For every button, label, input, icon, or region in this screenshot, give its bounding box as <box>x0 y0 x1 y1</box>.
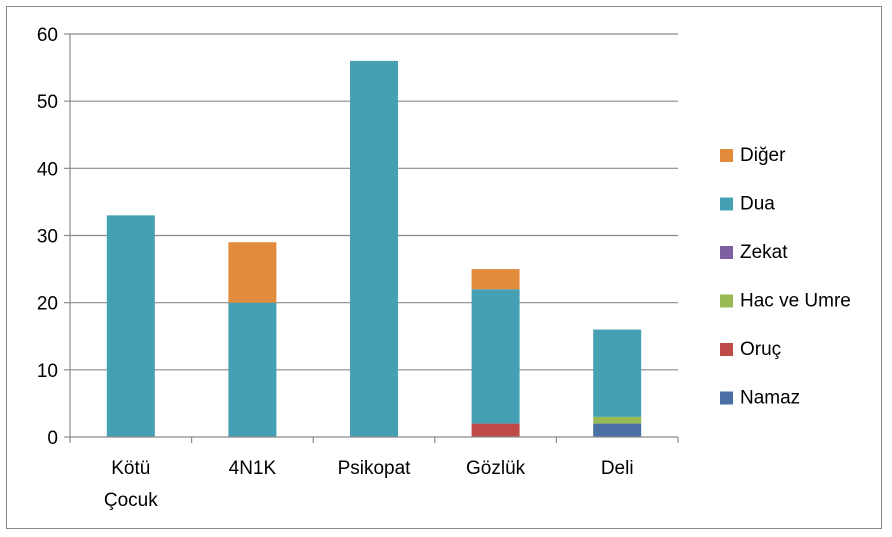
bar-segment-dua <box>228 302 277 437</box>
legend-label: Namaz <box>740 388 800 409</box>
bar-segment-dua <box>350 60 398 437</box>
y-tick-label: 0 <box>47 428 58 449</box>
bar-segment-dua <box>593 329 642 417</box>
legend-swatch <box>720 246 733 259</box>
y-tick-label: 20 <box>37 294 58 315</box>
legend-swatch <box>720 294 733 308</box>
y-tick-label: 10 <box>37 361 58 382</box>
x-category-label: Kötü Çocuk <box>104 458 158 511</box>
legend-label: Oruç <box>740 339 781 360</box>
bar-segment-diğer <box>471 269 520 290</box>
bar-segment-oruç <box>471 423 520 437</box>
legend-label: Hac ve Umre <box>740 291 851 312</box>
axes <box>64 33 679 443</box>
x-category-label: Deli <box>601 458 634 479</box>
bar-segment-diğer <box>228 242 277 303</box>
y-tick-label: 30 <box>37 227 58 248</box>
legend-swatch <box>720 343 733 356</box>
x-category-label: Gözlük <box>466 458 526 479</box>
legend-swatch <box>720 197 733 211</box>
y-tick-label: 50 <box>37 92 58 113</box>
legend-swatch <box>720 149 733 162</box>
bars <box>106 60 642 437</box>
bar-segment-dua <box>106 215 155 437</box>
legend: Diğer Dua Zekat Hac ve Umre Oruç Namaz <box>720 145 851 409</box>
x-category-label: Psikopat <box>338 458 412 479</box>
bar-segment-namaz <box>593 423 642 437</box>
x-category-labels: Kötü Çocuk 4N1K Psikopat Gözlük Deli <box>104 458 634 511</box>
legend-swatch <box>720 391 733 405</box>
y-tick-labels: 0 10 20 30 40 50 60 <box>37 25 58 449</box>
bar-segment-dua <box>471 289 520 424</box>
bar-segment-hac-ve-umre <box>593 416 642 424</box>
legend-label: Zekat <box>740 242 788 263</box>
y-tick-label: 60 <box>37 25 58 46</box>
legend-label: Diğer <box>740 145 786 166</box>
y-tick-label: 40 <box>37 159 58 180</box>
x-category-label: 4N1K <box>229 458 277 479</box>
legend-label: Dua <box>740 194 775 215</box>
